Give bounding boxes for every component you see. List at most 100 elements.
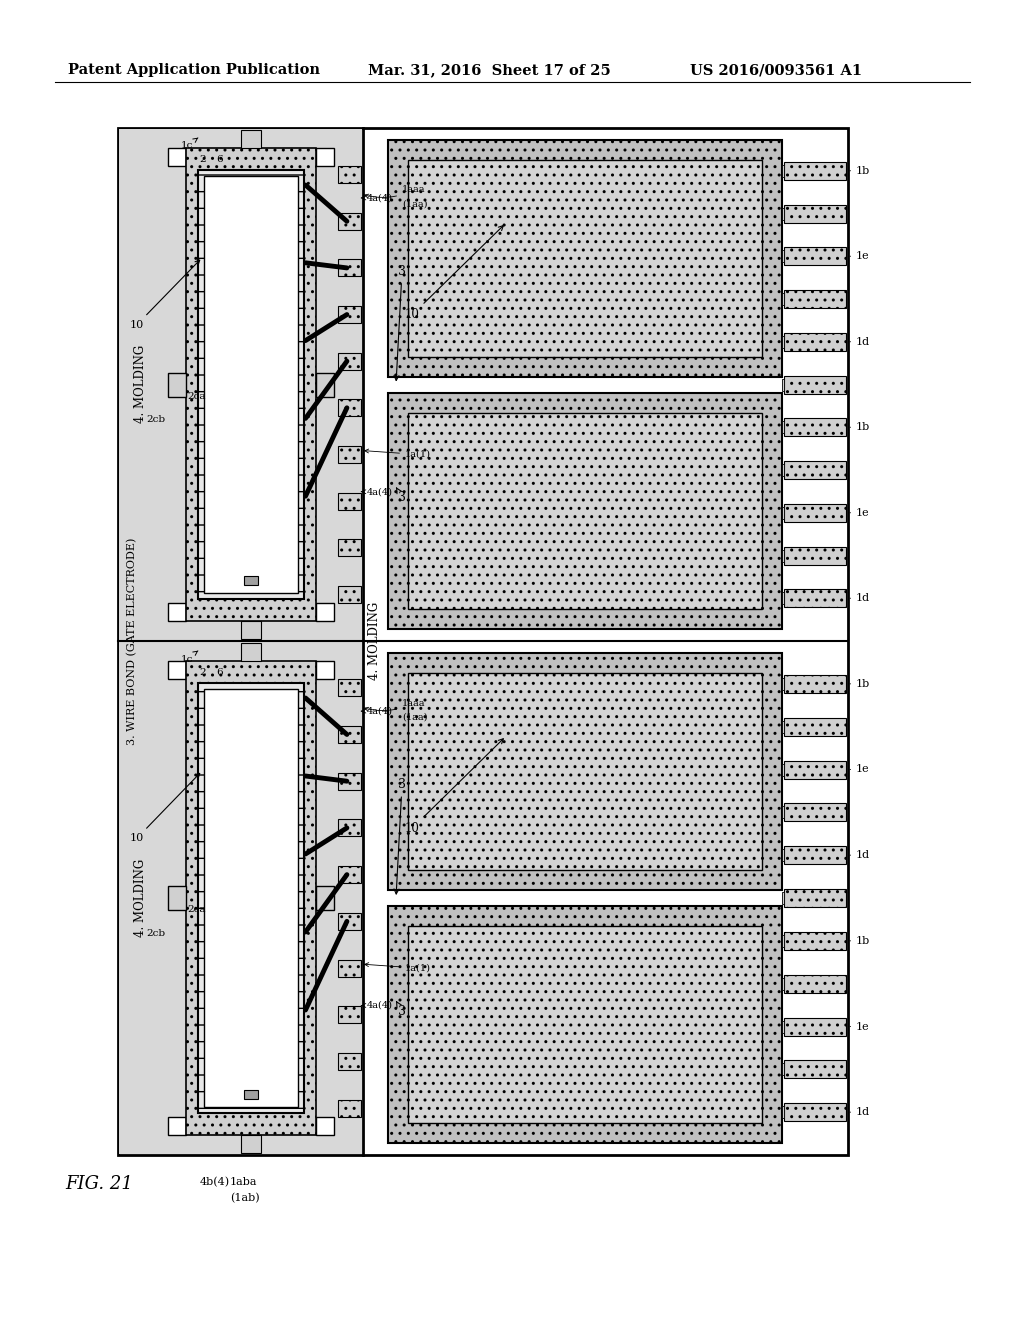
Bar [408, 673, 762, 870]
Text: US 2016/0093561 A1: US 2016/0093561 A1 [690, 63, 862, 77]
Bar [315, 661, 334, 678]
Bar [782, 335, 784, 347]
Text: 1a(1): 1a(1) [365, 962, 431, 973]
Bar [784, 418, 846, 436]
Bar [784, 205, 846, 223]
Text: 4a(4): 4a(4) [361, 194, 393, 202]
Text: 4a(4): 4a(4) [361, 706, 393, 715]
Bar [168, 603, 185, 620]
Bar [784, 461, 846, 479]
Bar [388, 653, 782, 890]
Bar [388, 392, 782, 630]
Bar [782, 1020, 784, 1032]
Bar [388, 140, 782, 376]
Bar [784, 974, 846, 993]
Text: FIG. 21: FIG. 21 [65, 1175, 133, 1193]
Text: 1d: 1d [850, 850, 870, 861]
Text: 2: 2 [200, 154, 206, 164]
Bar [782, 593, 784, 605]
Bar [185, 148, 315, 620]
Bar [784, 932, 846, 950]
Bar [782, 763, 784, 776]
Bar [782, 507, 784, 519]
Text: 3: 3 [394, 265, 406, 380]
Bar [241, 643, 260, 661]
Bar [782, 807, 784, 818]
Text: 1e: 1e [850, 508, 869, 517]
Text: (1ab): (1ab) [230, 1193, 260, 1204]
Bar [119, 129, 362, 640]
Bar [782, 1064, 784, 1076]
Bar [782, 207, 784, 219]
Text: 10: 10 [130, 774, 200, 843]
Bar [315, 372, 334, 396]
Bar [338, 586, 361, 603]
Text: 2ca: 2ca [187, 392, 206, 401]
Text: 1d: 1d [850, 593, 870, 603]
Bar [782, 421, 784, 433]
Bar [782, 465, 784, 477]
Text: 4. MOLDING: 4. MOLDING [369, 602, 382, 680]
Bar [198, 170, 303, 599]
Bar [784, 589, 846, 607]
Text: 6: 6 [216, 154, 223, 164]
Bar [338, 866, 361, 883]
Bar [168, 886, 185, 909]
Bar [782, 678, 784, 690]
Bar [338, 213, 361, 230]
Bar [784, 162, 846, 180]
Text: 4a(4): 4a(4) [361, 1001, 393, 1010]
Bar [782, 165, 784, 177]
Bar [784, 1104, 846, 1121]
Bar [784, 1018, 846, 1035]
Bar [338, 492, 361, 510]
Bar [338, 400, 361, 416]
Bar [338, 1006, 361, 1023]
Bar [338, 260, 361, 276]
Bar [118, 128, 848, 1155]
Bar [338, 680, 361, 696]
Bar [241, 129, 260, 148]
Text: 1d: 1d [850, 1107, 870, 1117]
Bar [782, 721, 784, 733]
Bar [784, 718, 846, 735]
Bar [782, 892, 784, 904]
Bar [168, 1117, 185, 1135]
Bar [338, 960, 361, 977]
Bar [782, 935, 784, 946]
Bar [338, 540, 361, 556]
Bar [782, 379, 784, 391]
Text: 4a(4): 4a(4) [361, 487, 393, 496]
Bar [784, 804, 846, 821]
Bar [782, 549, 784, 561]
Bar [168, 661, 185, 678]
Bar [119, 642, 362, 1154]
Bar [782, 1106, 784, 1118]
Bar [315, 1117, 334, 1135]
Bar [315, 148, 334, 166]
Bar [408, 927, 762, 1123]
Bar [782, 849, 784, 861]
Bar [782, 293, 784, 305]
Bar [338, 1053, 361, 1071]
Text: 1b: 1b [850, 422, 870, 432]
Bar [204, 176, 298, 593]
Bar [338, 772, 361, 789]
Text: 4. MOLDING: 4. MOLDING [133, 859, 146, 937]
Bar [782, 251, 784, 263]
Text: 1d: 1d [850, 337, 870, 347]
Text: 1aaa: 1aaa [365, 698, 426, 711]
Bar [408, 412, 762, 609]
Bar [168, 372, 185, 396]
Bar [244, 1090, 257, 1100]
Bar [784, 504, 846, 521]
Bar [338, 820, 361, 837]
Bar [241, 1135, 260, 1152]
Bar [388, 906, 782, 1143]
Bar [315, 886, 334, 909]
Bar [198, 682, 303, 1113]
Text: (1aa): (1aa) [402, 199, 427, 209]
Bar [204, 689, 298, 1107]
Bar [241, 620, 260, 639]
Bar [784, 760, 846, 779]
